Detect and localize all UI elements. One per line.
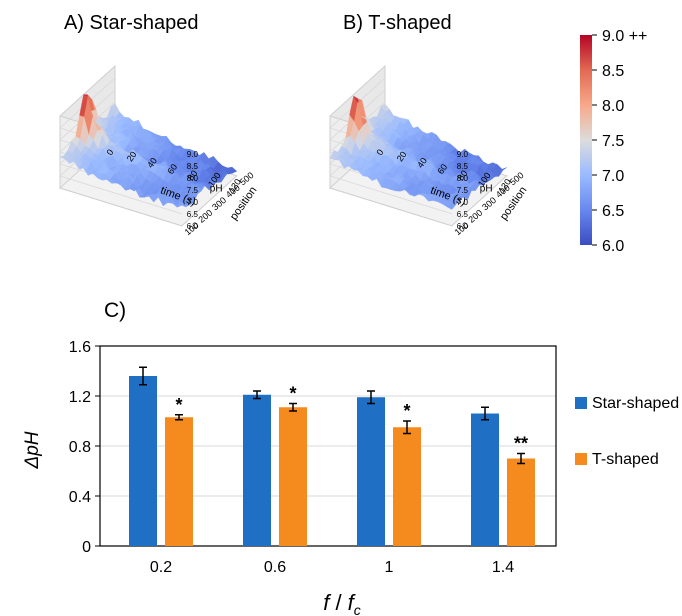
time-tick-label: 60 bbox=[165, 162, 179, 176]
legend-label: Star-shaped bbox=[592, 395, 679, 412]
colorbar: 6.0 6.5 7.0 7.5 8.0 8.5 9.0 ++ bbox=[580, 30, 647, 255]
y-tick-label: 1.2 bbox=[69, 389, 91, 406]
ph-axis-label: pH bbox=[480, 183, 493, 194]
ph-tick-label: 7.0 bbox=[187, 198, 199, 207]
bar-t-1.4 bbox=[507, 458, 535, 546]
significance-mark: ** bbox=[514, 434, 528, 454]
x-label-main: f bbox=[323, 590, 332, 615]
x-axis-label: f / fc bbox=[323, 590, 361, 616]
y-tick-label: 1.6 bbox=[69, 339, 91, 356]
colorbar-tick-label: 8.0 bbox=[602, 98, 624, 115]
y-tick-label: 0.4 bbox=[69, 489, 91, 506]
y-tick-label: 0.8 bbox=[69, 439, 91, 456]
plot-frame bbox=[99, 345, 557, 547]
ph-tick-label: 8.5 bbox=[457, 162, 469, 171]
bar-chart-axes: 0 0.4 0.8 1.2 1.6 0.2 0.6 1 1.4 bbox=[69, 339, 557, 576]
time-tick-label: 20 bbox=[395, 150, 409, 164]
ph-tick-label: 6.0 bbox=[457, 222, 469, 231]
y-axis-label: ΔpH bbox=[22, 431, 43, 469]
panel-c-title: C) bbox=[104, 299, 127, 322]
ph-tick-label: 7.5 bbox=[187, 186, 199, 195]
x-label-sub-main: f bbox=[348, 590, 357, 615]
y-tick-label: 0 bbox=[82, 539, 91, 556]
time-tick-label: 0 bbox=[104, 147, 115, 157]
ph-tick-label: 7.0 bbox=[457, 198, 469, 207]
bar-star-0.2 bbox=[129, 376, 157, 546]
time-tick-label: 40 bbox=[145, 156, 159, 170]
time-tick-label: 80 bbox=[186, 168, 200, 182]
time-tick-label: 60 bbox=[435, 162, 449, 176]
bar-t-1 bbox=[393, 427, 421, 546]
time-tick-label: 80 bbox=[456, 168, 470, 182]
ph-tick-label: 6.5 bbox=[457, 210, 469, 219]
colorbar-tick-label: 8.5 bbox=[602, 63, 624, 80]
colorbar-tick-label: 6.5 bbox=[602, 203, 624, 220]
x-label-subscript: c bbox=[354, 602, 361, 616]
time-tick-label: 20 bbox=[125, 150, 139, 164]
x-tick-label: 0.6 bbox=[264, 559, 286, 576]
x-label-sep: / bbox=[329, 590, 347, 615]
bar-chart-legend: Star-shaped T-shaped bbox=[575, 395, 679, 468]
x-tick-label: 0.2 bbox=[150, 559, 172, 576]
bar-star-1 bbox=[357, 397, 385, 546]
colorbar-tick-label: 7.5 bbox=[602, 133, 624, 150]
legend-swatch bbox=[575, 453, 587, 465]
legend-label: T-shaped bbox=[592, 451, 659, 468]
bar-star-0.6 bbox=[243, 394, 271, 546]
bar-chart-bars: ***** bbox=[129, 366, 535, 546]
panel-b-title: B) T-shaped bbox=[343, 12, 452, 34]
bar-t-0.2 bbox=[165, 417, 193, 546]
x-tick-label: 1.4 bbox=[492, 559, 514, 576]
bar-star-1.4 bbox=[471, 413, 499, 546]
ph-tick-label: 8.0 bbox=[457, 174, 469, 183]
bar-chart: 00.40.81.21.60.2 0.6 1 1.4 ***** Star-shape… bbox=[22, 339, 679, 616]
significance-mark: * bbox=[403, 401, 410, 421]
surface-patch bbox=[227, 166, 238, 175]
time-tick-label: 0 bbox=[374, 147, 385, 157]
bar-t-0.6 bbox=[279, 407, 307, 546]
panel-a-title: A) Star-shaped bbox=[64, 12, 199, 34]
ph-tick-label: 8.5 bbox=[187, 162, 199, 171]
colorbar-tick-label: 7.0 bbox=[602, 168, 624, 185]
legend-swatch bbox=[575, 397, 587, 409]
significance-mark: * bbox=[175, 395, 182, 415]
ph-tick-label: 8.0 bbox=[187, 174, 199, 183]
ph-tick-label: 6.5 bbox=[187, 210, 199, 219]
ph-tick-label: 6.0 bbox=[187, 222, 199, 231]
ph-tick-label: 9.0 bbox=[457, 150, 469, 159]
colorbar-gradient bbox=[580, 35, 592, 245]
significance-mark: * bbox=[289, 384, 296, 404]
ph-tick-label: 9.0 bbox=[187, 150, 199, 159]
time-tick-label: 40 bbox=[415, 156, 429, 170]
ph-tick-label: 7.5 bbox=[457, 186, 469, 195]
colorbar-tick-label: 9.0 ++ bbox=[602, 30, 647, 45]
colorbar-tick-label: 6.0 bbox=[602, 238, 624, 255]
ph-axis-label: pH bbox=[210, 183, 223, 194]
x-tick-label: 1 bbox=[385, 559, 394, 576]
surface-patch bbox=[498, 167, 507, 171]
